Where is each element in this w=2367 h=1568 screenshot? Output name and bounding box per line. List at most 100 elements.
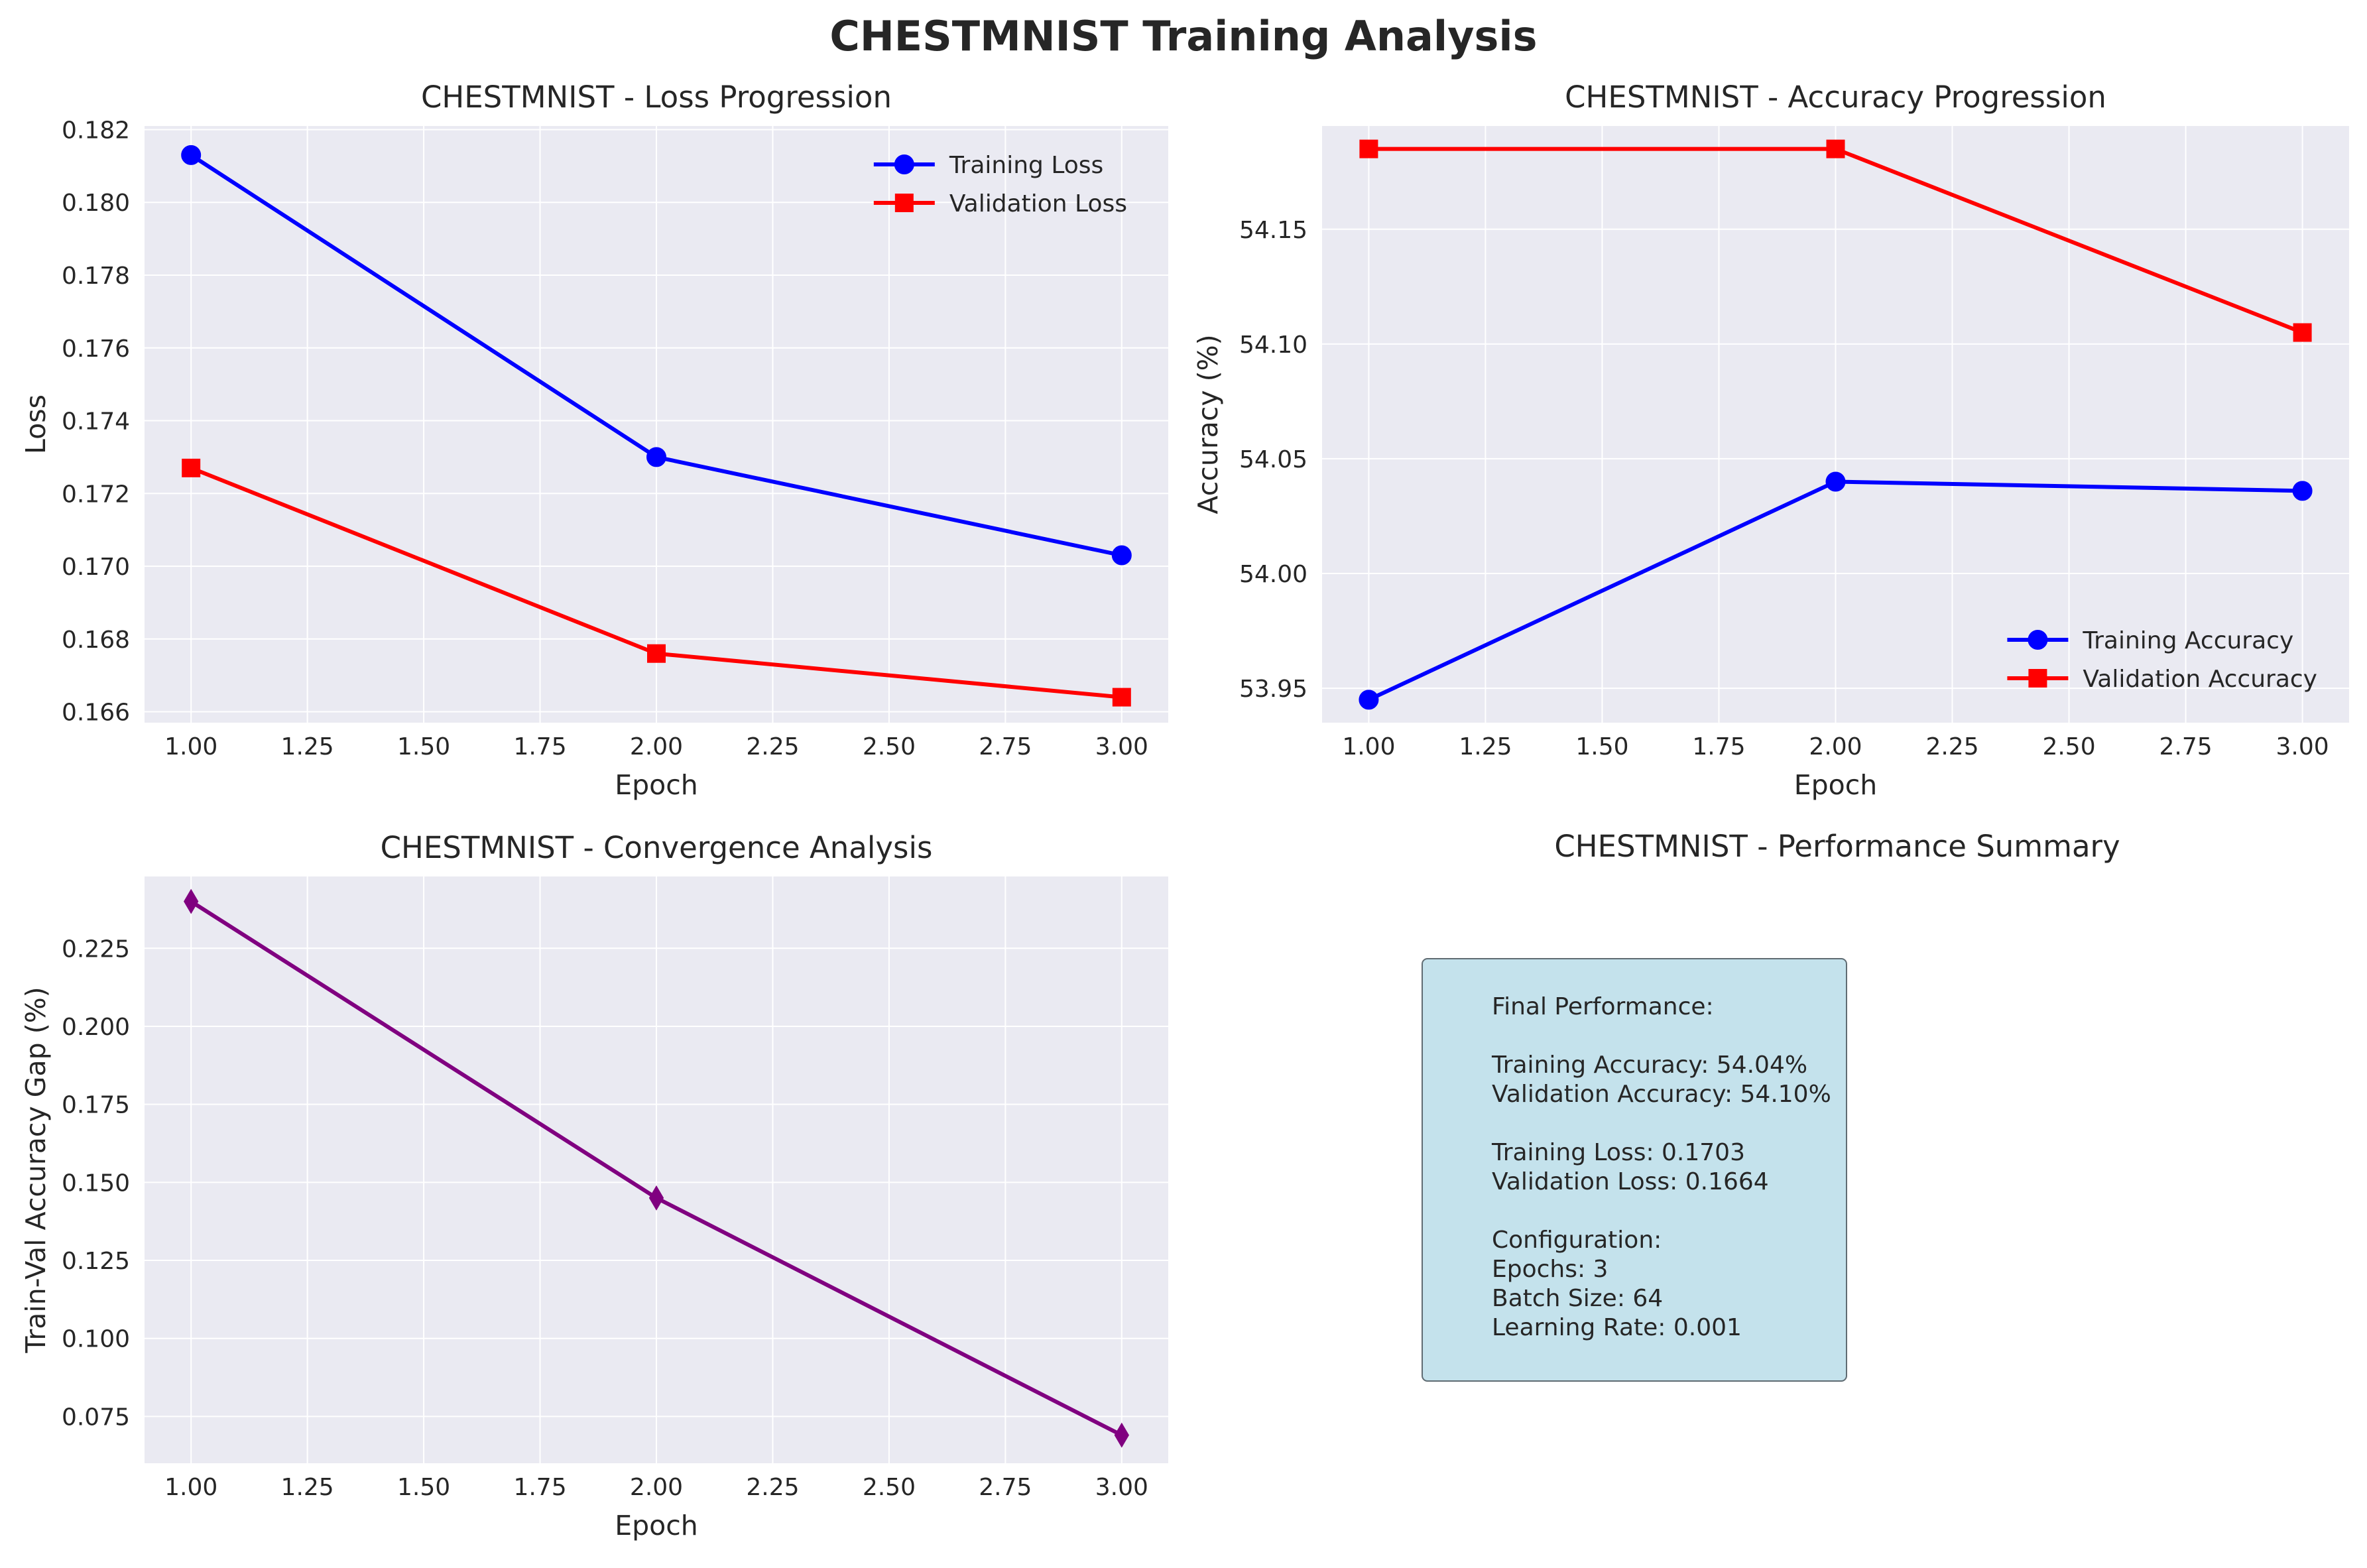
y-tick-label: 0.180 — [62, 190, 130, 217]
data-point — [184, 888, 199, 914]
x-tick-label: 1.25 — [281, 1474, 334, 1501]
grid-lines — [145, 126, 1168, 723]
y-tick-label: 0.170 — [62, 554, 130, 581]
x-tick-label: 2.50 — [863, 1474, 916, 1501]
x-tick-label: 3.00 — [1095, 733, 1148, 760]
y-tick-labels: 53.95 54.00 54.05 54.10 54.15 — [1239, 217, 1307, 703]
legend-marker — [894, 154, 914, 174]
summary-line: Epochs: 3 — [1492, 1256, 1608, 1283]
legend-label: Validation Accuracy — [2083, 666, 2317, 693]
x-tick-label: 1.50 — [397, 733, 450, 760]
x-tick-label: 1.75 — [1692, 733, 1745, 760]
data-point — [2292, 481, 2313, 501]
series-gap — [184, 888, 1129, 1448]
data-point — [646, 447, 666, 467]
x-tick-label: 1.00 — [164, 1474, 217, 1501]
y-tick-label: 0.175 — [62, 1092, 130, 1119]
summary-line: Validation Accuracy: 54.10% — [1492, 1081, 1831, 1108]
legend-item: Validation Accuracy — [2007, 666, 2317, 693]
x-axis-label: Epoch — [615, 769, 698, 801]
x-tick-label: 2.50 — [863, 733, 916, 760]
data-point — [648, 1185, 664, 1211]
legend-label: Training Loss — [949, 152, 1103, 179]
y-axis-label: Loss — [20, 394, 52, 454]
x-tick-label: 2.25 — [746, 733, 799, 760]
summary-line: Training Loss: 0.1703 — [1491, 1139, 1745, 1166]
data-point — [1359, 690, 1379, 710]
y-tick-labels: 0.166 0.168 0.170 0.172 0.174 0.176 0.178 0.180… — [62, 117, 130, 726]
y-tick-label: 0.200 — [62, 1014, 130, 1041]
series-validation-accuracy — [1359, 139, 2312, 342]
x-axis-label: Epoch — [615, 1510, 698, 1541]
y-tick-label: 0.125 — [62, 1248, 130, 1275]
x-tick-label: 2.25 — [746, 1474, 799, 1501]
data-point — [1826, 139, 1845, 158]
x-tick-label: 2.00 — [630, 1474, 683, 1501]
x-tick-label: 2.25 — [1925, 733, 1978, 760]
y-tick-label: 54.15 — [1239, 217, 1307, 244]
legend: Training Loss Validation Loss — [873, 152, 1127, 217]
data-point — [647, 644, 666, 663]
loss-progression-chart: 1.00 1.25 1.50 1.75 2.00 2.25 2.50 2.75 3.00 0.16… — [20, 80, 1168, 801]
legend-item: Training Loss — [873, 152, 1103, 179]
x-tick-label: 1.25 — [281, 733, 334, 760]
accuracy-progression-chart: 1.00 1.25 1.50 1.75 2.00 2.25 2.50 2.75 3.00 53.9… — [1192, 80, 2349, 801]
data-point — [181, 145, 202, 165]
summary-line: Validation Loss: 0.1664 — [1492, 1168, 1769, 1195]
y-tick-labels: 0.075 0.100 0.125 0.150 0.175 0.200 0.225 — [62, 935, 130, 1431]
y-tick-label: 0.100 — [62, 1326, 130, 1353]
x-tick-label: 1.00 — [1342, 733, 1395, 760]
chart-title: CHESTMNIST - Loss Progression — [421, 80, 892, 115]
x-tick-label: 2.50 — [2042, 733, 2095, 760]
y-tick-label: 0.182 — [62, 117, 130, 144]
summary-line: Training Accuracy: 54.04% — [1491, 1052, 1807, 1079]
performance-summary-panel: CHESTMNIST - Performance Summary Final P… — [1422, 829, 2120, 1382]
legend-marker — [2028, 669, 2047, 688]
figure-suptitle: CHESTMNIST Training Analysis — [829, 12, 1537, 60]
data-point — [1825, 471, 1846, 492]
y-tick-label: 54.10 — [1239, 332, 1307, 359]
y-tick-label: 0.176 — [62, 335, 130, 363]
y-tick-label: 0.178 — [62, 263, 130, 290]
y-tick-label: 0.172 — [62, 481, 130, 508]
y-axis-label: Train-Val Accuracy Gap (%) — [20, 987, 52, 1353]
data-point — [1359, 139, 1378, 158]
y-tick-label: 0.075 — [62, 1404, 130, 1431]
x-tick-labels: 1.00 1.25 1.50 1.75 2.00 2.25 2.50 2.75 3.00 — [164, 733, 1148, 760]
series-validation-loss — [182, 458, 1131, 707]
grid-lines — [145, 876, 1168, 1463]
y-tick-label: 54.00 — [1239, 561, 1307, 588]
summary-line: Learning Rate: 0.001 — [1492, 1314, 1742, 1341]
y-tick-label: 53.95 — [1239, 676, 1307, 703]
legend-label: Training Accuracy — [2082, 627, 2293, 654]
summary-text: Final Performance: Training Accuracy: 54.… — [1491, 993, 1831, 1341]
x-tick-label: 2.75 — [979, 1474, 1032, 1501]
x-tick-labels: 1.00 1.25 1.50 1.75 2.00 2.25 2.50 2.75 3.00 — [164, 1474, 1148, 1501]
x-tick-label: 2.00 — [1809, 733, 1862, 760]
legend-marker — [2028, 630, 2048, 650]
x-axis-label: Epoch — [1794, 769, 1878, 801]
data-point — [1114, 1422, 1129, 1448]
summary-box — [1422, 958, 1847, 1382]
y-axis-label: Accuracy (%) — [1192, 334, 1224, 514]
chart-title: CHESTMNIST - Accuracy Progression — [1565, 80, 2106, 115]
grid-lines — [1322, 126, 2349, 723]
legend: Training Accuracy Validation Accuracy — [2007, 627, 2317, 693]
data-point — [1112, 688, 1131, 707]
x-tick-label: 1.00 — [164, 733, 217, 760]
x-tick-label: 2.75 — [979, 733, 1032, 760]
x-tick-label: 3.00 — [1095, 1474, 1148, 1501]
legend-label: Validation Loss — [949, 190, 1127, 217]
legend-marker — [894, 194, 914, 212]
x-tick-label: 3.00 — [2276, 733, 2329, 760]
data-point — [182, 458, 201, 477]
y-tick-label: 0.168 — [62, 627, 130, 654]
legend-item: Training Accuracy — [2007, 627, 2293, 654]
x-tick-label: 1.50 — [1575, 733, 1628, 760]
series-training-accuracy — [1359, 471, 2313, 710]
summary-title: CHESTMNIST - Performance Summary — [1554, 829, 2120, 864]
summary-line: Batch Size: 64 — [1492, 1285, 1663, 1312]
data-point — [1111, 545, 1132, 566]
series-training-loss — [181, 145, 1132, 566]
